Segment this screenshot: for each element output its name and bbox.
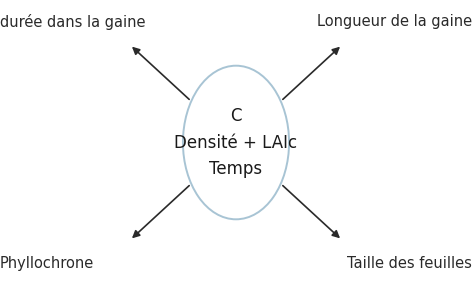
Text: Taille des feuilles: Taille des feuilles [347,256,472,271]
Text: Densité + LAIc: Densité + LAIc [175,133,297,152]
Text: Longueur de la gaine: Longueur de la gaine [317,14,472,29]
Text: Phyllochrone: Phyllochrone [0,256,94,271]
Text: C: C [230,107,242,125]
Text: Temps: Temps [210,160,262,178]
Ellipse shape [183,66,289,219]
Text: durée dans la gaine: durée dans la gaine [0,14,145,30]
